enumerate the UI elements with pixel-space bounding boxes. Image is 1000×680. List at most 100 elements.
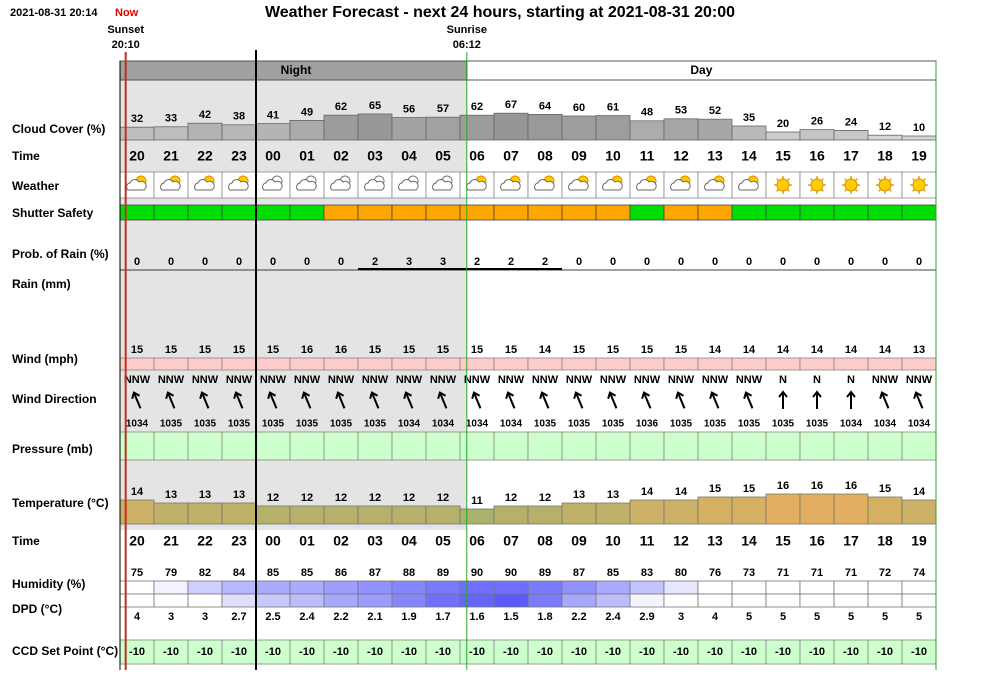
temperature-value: 15: [879, 483, 891, 495]
temperature-bar: [629, 499, 665, 525]
ccd-cell: [289, 639, 325, 665]
ccd-value: -10: [367, 646, 383, 658]
humidity-value: 82: [199, 567, 211, 579]
pressure-cell: [697, 431, 733, 461]
ccd-value: -10: [605, 646, 621, 658]
cloud: [296, 179, 317, 191]
pressure-value: 1034: [432, 419, 455, 430]
hour: 00: [265, 148, 281, 164]
shutter-cell: [459, 204, 495, 221]
cloud-bar: [765, 131, 801, 141]
rain-prob-value: 0: [916, 256, 922, 268]
temperature-value: 14: [913, 486, 926, 498]
wind-value: 14: [743, 344, 756, 356]
temperature-value: 12: [505, 492, 517, 504]
wind-value: 15: [199, 344, 211, 356]
dpd-cell: [493, 593, 529, 608]
ccd-value: -10: [741, 646, 757, 658]
temperature-bar: [697, 496, 733, 525]
wind-arrow: [301, 391, 312, 409]
weather-icon: [670, 175, 691, 191]
wind-value: 15: [403, 344, 415, 356]
dpd-cell: [255, 593, 291, 608]
humidity-cell: [187, 580, 223, 595]
ccd-value: -10: [231, 646, 247, 658]
humidity-value: 85: [301, 567, 313, 579]
wind-value: 13: [913, 344, 925, 356]
hour: 11: [640, 148, 655, 164]
humidity-cell: [765, 580, 801, 595]
shutter-cell: [323, 204, 359, 221]
temperature-value: 13: [607, 489, 619, 501]
ccd-cell: [561, 639, 597, 665]
dpd-value: 2.2: [571, 611, 586, 623]
ccd-value: -10: [435, 646, 451, 658]
humidity-cell: [221, 580, 257, 595]
humidity-cell: [731, 580, 767, 595]
ccd-value: -10: [809, 646, 825, 658]
row-label: Humidity (%): [12, 577, 85, 591]
dpd-value: 5: [882, 611, 888, 623]
pressure-value: 1035: [194, 419, 217, 430]
temperature-bar: [425, 505, 461, 525]
cloud-value: 60: [573, 102, 585, 114]
wind-direction: NNW: [396, 374, 423, 386]
pressure-cell: [799, 431, 835, 461]
weather-icon: [910, 176, 928, 194]
temperature-bar: [833, 493, 869, 525]
rain-prob-value: 0: [882, 256, 888, 268]
humidity-cell: [357, 580, 393, 595]
humidity-value: 71: [845, 567, 857, 579]
humidity-cell: [561, 580, 597, 595]
temperature-value: 13: [233, 489, 245, 501]
rain-prob-value: 2: [508, 256, 514, 268]
cloud: [194, 179, 215, 191]
rain-prob-value: 0: [746, 256, 752, 268]
weather-icon: [466, 175, 487, 191]
rain-prob-value: 3: [406, 256, 412, 268]
temperature-value: 13: [573, 489, 585, 501]
arrow: [879, 391, 890, 409]
wind-cell: [391, 357, 427, 371]
dpd-cell: [153, 593, 189, 608]
humidity-value: 72: [879, 567, 891, 579]
cloud-bar: [187, 122, 223, 141]
temperature-value: 16: [811, 480, 823, 492]
wind-direction: NNW: [294, 374, 321, 386]
shutter-cell: [595, 204, 631, 221]
cloud: [534, 179, 555, 191]
wind-value: 15: [471, 344, 483, 356]
hour: 02: [333, 533, 349, 549]
wind-direction: NNW: [226, 374, 253, 386]
weather-icon: [534, 175, 555, 191]
temperature-value: 13: [165, 489, 177, 501]
cloud-bar: [323, 114, 359, 141]
dpd-cell: [221, 593, 257, 608]
wind-direction: NNW: [702, 374, 729, 386]
pressure-value: 1034: [398, 419, 421, 430]
temperature-value: 16: [845, 480, 857, 492]
wind-cell: [629, 357, 665, 371]
wind-direction: NNW: [736, 374, 763, 386]
rain-prob-value: 0: [576, 256, 582, 268]
hour: 17: [843, 533, 859, 549]
hour: 19: [911, 148, 927, 164]
wind-value: 15: [437, 344, 449, 356]
dpd-cell: [391, 593, 427, 608]
hour: 08: [537, 148, 553, 164]
rain-prob-value: 0: [644, 256, 650, 268]
rain-prob-value: 0: [270, 256, 276, 268]
temperature-bar: [527, 505, 563, 525]
temperature-value: 15: [709, 483, 721, 495]
shutter-cell: [493, 204, 529, 221]
humidity-value: 73: [743, 567, 755, 579]
cloud-value: 62: [471, 101, 483, 113]
wind-value: 15: [573, 344, 585, 356]
cloud-bar: [561, 115, 597, 141]
wind-arrow: [471, 391, 482, 409]
wind-direction: NNW: [192, 374, 219, 386]
weather-icon: [432, 175, 453, 191]
wind-cell: [323, 357, 359, 371]
dpd-cell: [697, 593, 733, 608]
wind-arrow: [913, 391, 924, 409]
